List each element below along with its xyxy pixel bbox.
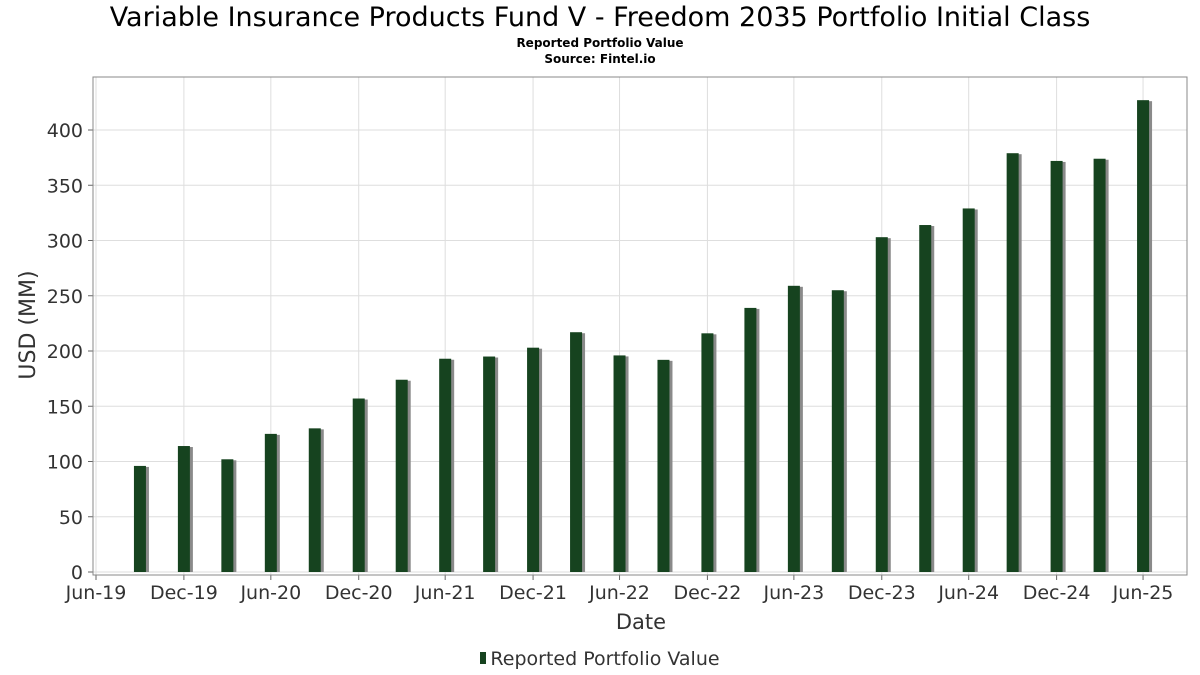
y-tick-label: 150 <box>47 396 83 418</box>
y-tick-label: 50 <box>59 507 83 529</box>
y-tick-label: 300 <box>47 231 83 253</box>
y-axis-label: USD (MM) <box>16 270 41 379</box>
bar <box>133 465 146 572</box>
bar <box>613 355 626 572</box>
y-tick-label: 200 <box>47 341 83 363</box>
bar <box>1137 100 1150 572</box>
x-tick-label: Jun-20 <box>239 582 301 604</box>
chart-subtitle: Reported Portfolio Value <box>516 36 684 50</box>
bar <box>439 358 452 572</box>
chart-source: Source: Fintel.io <box>544 52 656 66</box>
bar <box>875 237 888 572</box>
bar <box>395 379 408 572</box>
bar <box>483 356 496 572</box>
y-tick-label: 250 <box>47 286 83 308</box>
bar <box>570 332 583 572</box>
x-tick-label: Dec-24 <box>1023 582 1091 604</box>
chart-title: Variable Insurance Products Fund V - Fre… <box>109 2 1091 33</box>
x-tick-label: Dec-21 <box>499 582 567 604</box>
x-tick-label: Jun-22 <box>588 582 650 604</box>
bar <box>1093 158 1106 573</box>
x-tick-label: Dec-19 <box>150 582 218 604</box>
x-tick-label: Jun-24 <box>937 582 999 604</box>
bar <box>177 446 190 572</box>
bar <box>919 225 932 572</box>
bar <box>962 208 975 572</box>
bar <box>527 347 540 572</box>
x-tick-label: Dec-20 <box>325 582 393 604</box>
x-tick-label: Jun-25 <box>1112 582 1174 604</box>
x-tick-label: Dec-23 <box>848 582 916 604</box>
y-tick-label: 100 <box>47 452 83 474</box>
bar <box>744 307 757 572</box>
bar <box>787 285 800 572</box>
plot-border <box>92 76 1188 576</box>
chart-legend[interactable]: Reported Portfolio Value <box>0 648 1200 670</box>
plot-area <box>93 77 1187 575</box>
x-tick-label: Jun-23 <box>763 582 825 604</box>
bar <box>352 398 365 572</box>
bar <box>1050 160 1063 572</box>
bar <box>657 359 670 572</box>
x-tick-label: Dec-22 <box>674 582 742 604</box>
x-axis-label: Date <box>616 610 666 634</box>
y-tick-label: 350 <box>47 175 83 197</box>
bar <box>1006 153 1019 572</box>
y-tick-label: 0 <box>71 562 83 584</box>
x-tick-label: Jun-19 <box>65 582 127 604</box>
legend-swatch <box>480 652 487 664</box>
y-tick-label: 400 <box>47 120 83 142</box>
bar <box>308 428 321 572</box>
x-tick-label: Jun-21 <box>414 582 476 604</box>
legend-label: Reported Portfolio Value <box>490 648 720 670</box>
bar <box>221 459 234 572</box>
bar <box>831 290 844 572</box>
bar <box>701 333 714 572</box>
bar <box>264 433 277 572</box>
